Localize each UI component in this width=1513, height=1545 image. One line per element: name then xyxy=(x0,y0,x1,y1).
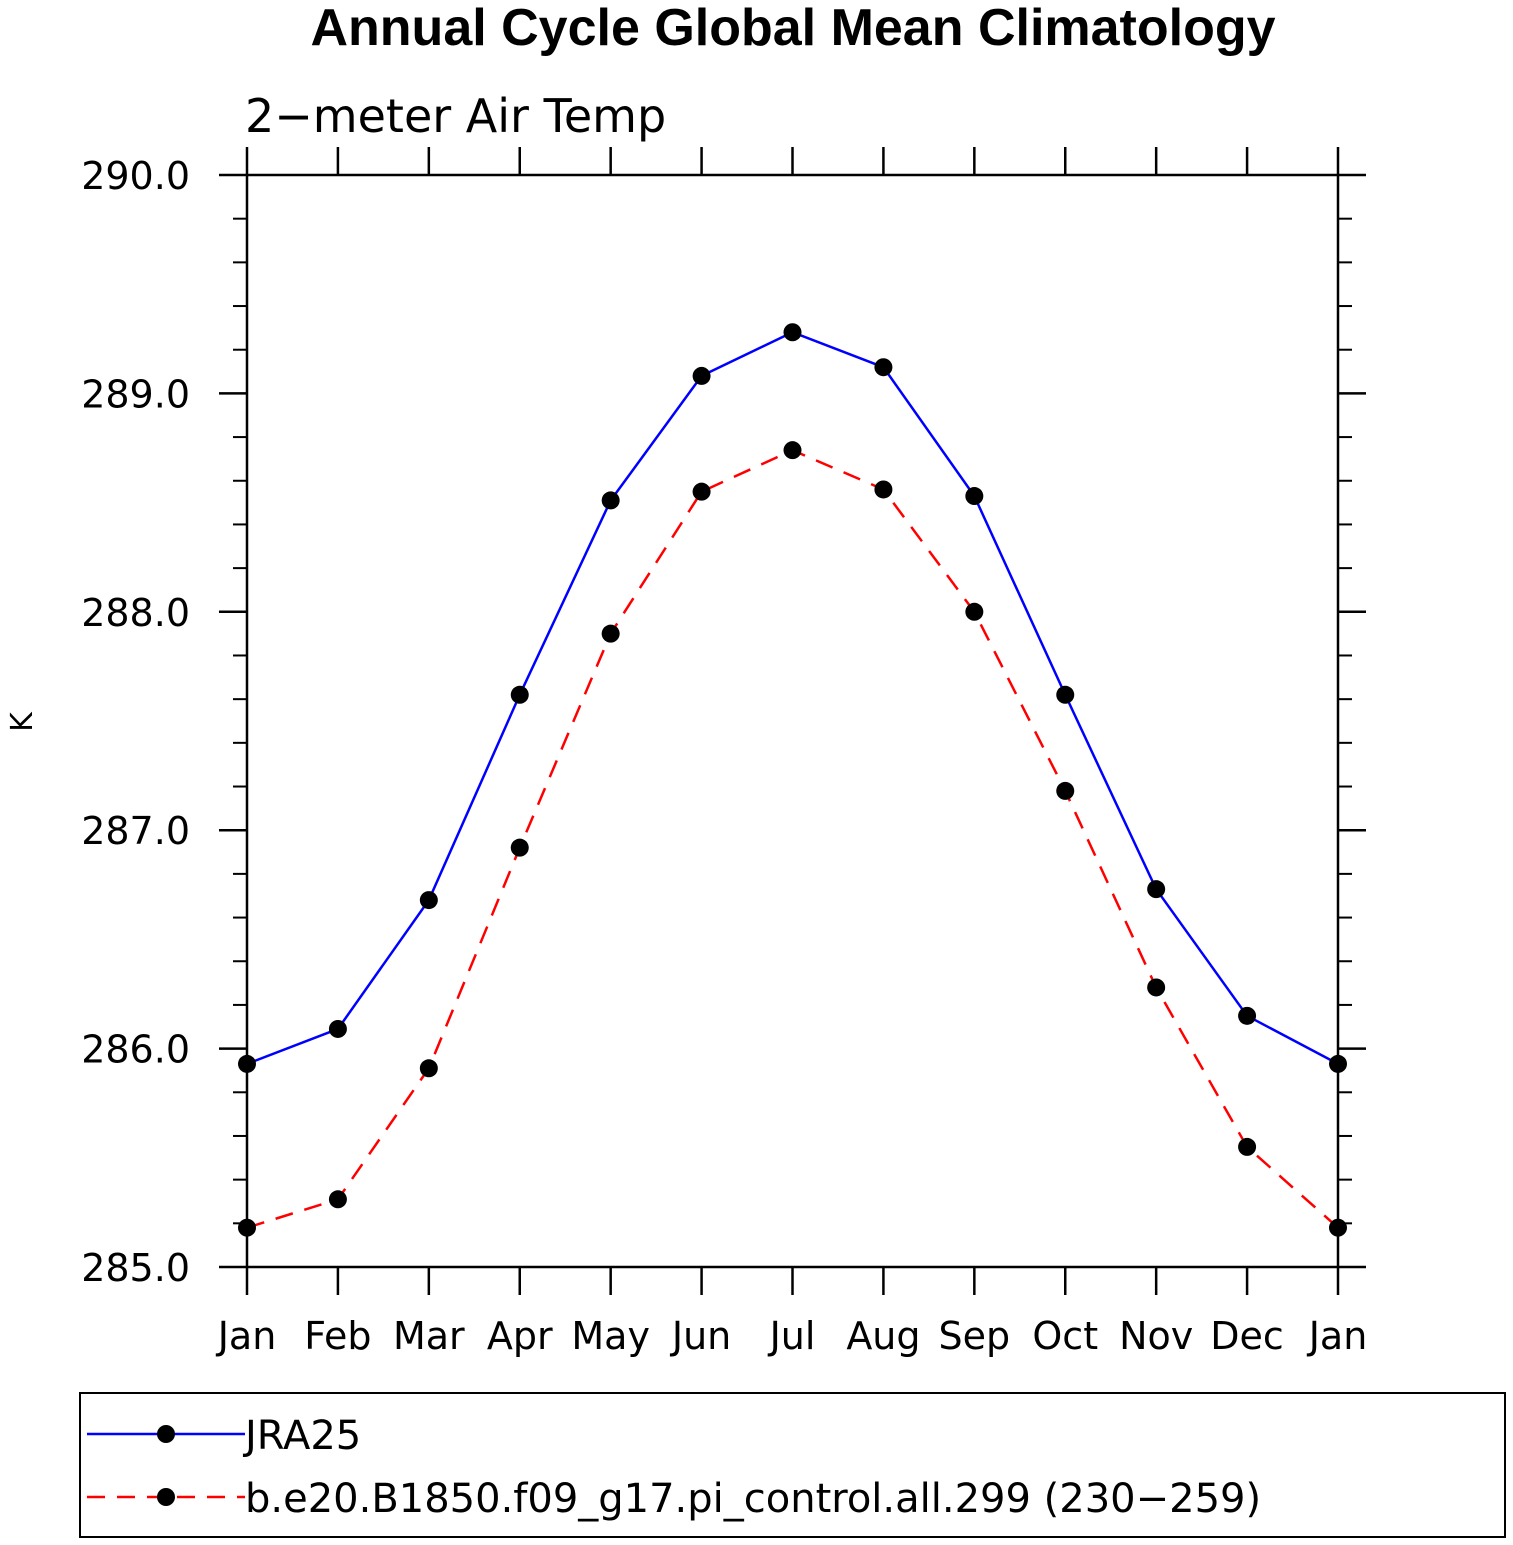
series-line-1 xyxy=(246,448,1339,1229)
x-tick-label: Dec xyxy=(1210,1314,1284,1358)
legend-label-control: b.e20.B1850.f09_g17.pi_control.all.299 (… xyxy=(245,1476,1261,1522)
data-point xyxy=(874,358,893,377)
series-layer xyxy=(238,323,1347,1237)
legend-box xyxy=(79,1392,1506,1538)
x-tick-label: Jan xyxy=(216,1314,277,1358)
x-tick-label: Apr xyxy=(487,1314,553,1358)
y-tick-label: 289.0 xyxy=(81,372,190,416)
data-point xyxy=(1056,781,1075,800)
data-point xyxy=(328,1019,347,1038)
data-point xyxy=(965,487,984,506)
data-point xyxy=(601,624,620,643)
data-point xyxy=(692,366,711,385)
y-tick-label: 288.0 xyxy=(81,591,190,635)
data-point xyxy=(601,491,620,510)
data-point xyxy=(1147,880,1166,899)
data-point xyxy=(783,323,802,342)
legend: JRA25 b.e20.B1850.f09_g17.pi_control.all… xyxy=(79,1392,1506,1538)
data-point xyxy=(510,838,529,857)
x-tick-labels: Jan Feb Mar Apr May Jun Jul Aug Sep Oct Nov Dec Jan xyxy=(216,1314,1368,1358)
x-tick-label: Mar xyxy=(393,1314,465,1358)
legend-marker-control xyxy=(157,1488,175,1506)
data-point xyxy=(692,482,711,501)
x-tick-label: Feb xyxy=(304,1314,371,1358)
x-tick-label: Jun xyxy=(670,1314,731,1358)
y-tick-label: 287.0 xyxy=(81,809,190,853)
data-point xyxy=(965,602,984,621)
x-tick-label: Oct xyxy=(1032,1314,1098,1358)
legend-label-jra25: JRA25 xyxy=(242,1413,361,1459)
x-tick-label: May xyxy=(571,1314,650,1358)
x-tick-label: Aug xyxy=(846,1314,920,1358)
data-point xyxy=(510,685,529,704)
y-axis-label: K xyxy=(5,711,40,732)
data-point xyxy=(1238,1137,1257,1156)
data-point xyxy=(1056,685,1075,704)
data-point xyxy=(1238,1006,1257,1025)
plot-frame xyxy=(245,173,1340,1269)
y-tick-label: 286.0 xyxy=(81,1028,190,1072)
x-tick-label: Nov xyxy=(1119,1314,1193,1358)
y-tick-labels: 285.0 286.0 287.0 288.0 289.0 290.0 xyxy=(81,154,190,1290)
chart-subtitle: 2−meter Air Temp xyxy=(245,89,666,143)
legend-marker-jra25 xyxy=(157,1425,175,1443)
y-tick-label: 290.0 xyxy=(81,154,190,198)
data-point xyxy=(874,480,893,499)
data-point xyxy=(783,441,802,460)
chart-title: Annual Cycle Global Mean Climatology xyxy=(310,0,1275,57)
data-point xyxy=(328,1190,347,1209)
data-point xyxy=(419,891,438,910)
data-point xyxy=(419,1059,438,1078)
x-tick-label: Jan xyxy=(1307,1314,1368,1358)
y-tick-label: 285.0 xyxy=(81,1246,190,1290)
x-tick-label: Sep xyxy=(939,1314,1011,1358)
x-tick-label: Jul xyxy=(768,1314,816,1358)
data-point xyxy=(1147,978,1166,997)
